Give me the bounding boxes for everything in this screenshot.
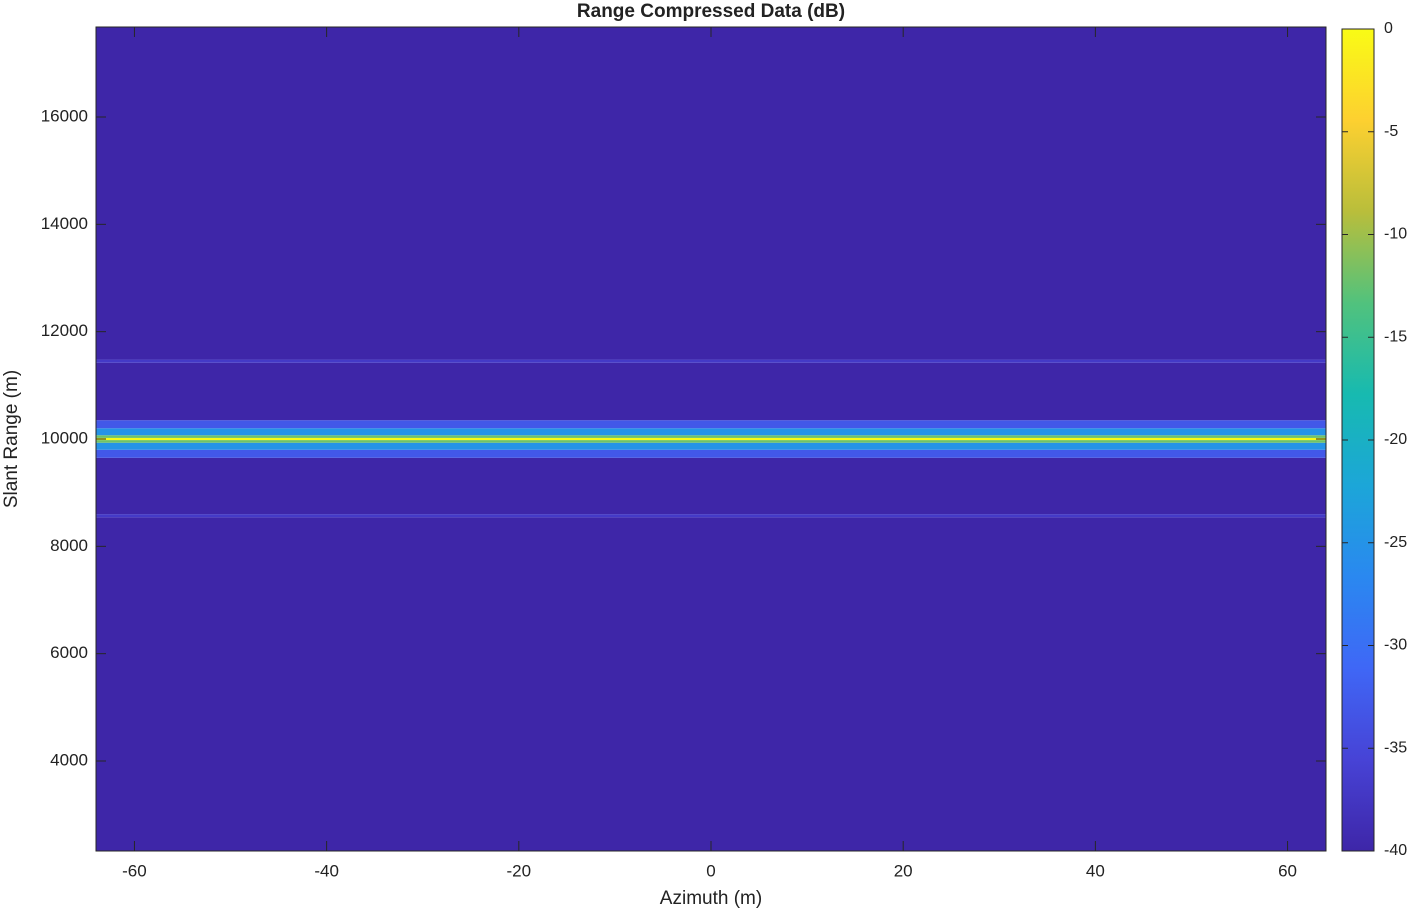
y-tick-label: 8000 — [50, 536, 88, 555]
colorbar-tick-label: -10 — [1384, 226, 1407, 243]
x-axis-label: Azimuth (m) — [660, 888, 762, 909]
y-tick-label: 12000 — [41, 321, 88, 340]
heatmap-band — [96, 437, 1326, 441]
colorbar-tick-label: 0 — [1384, 20, 1393, 37]
heatmap-band — [96, 27, 1326, 360]
colorbar-tick-label: -35 — [1384, 739, 1407, 756]
y-tick-label: 6000 — [50, 643, 88, 662]
x-tick-label: -40 — [314, 861, 339, 880]
y-tick-label: 4000 — [50, 750, 88, 769]
x-tick-label: 60 — [1278, 861, 1297, 880]
colorbar-tick-label: -40 — [1384, 842, 1407, 859]
heatmap-band — [96, 420, 1326, 429]
heatmap-band — [96, 517, 1326, 851]
heatmap-band — [96, 362, 1326, 421]
colorbar-tick-label: -20 — [1384, 431, 1407, 448]
colorbar-tick-label: -30 — [1384, 637, 1407, 654]
x-tick-label: -60 — [122, 861, 147, 880]
heatmap-band — [96, 428, 1326, 436]
heatmap-band — [96, 514, 1326, 518]
colorbar-tick-label: -25 — [1384, 534, 1407, 551]
heatmap-band — [96, 457, 1326, 515]
y-tick-label: 10000 — [41, 428, 88, 447]
heatmap-band — [96, 449, 1326, 458]
y-tick-label: 16000 — [41, 106, 88, 125]
x-tick-label: 0 — [706, 861, 715, 880]
heatmap-band — [96, 442, 1326, 450]
y-tick-label: 14000 — [41, 214, 88, 233]
heatmap-band — [96, 359, 1326, 363]
y-axis-label: Slant Range (m) — [1, 370, 22, 508]
heatmap-band — [96, 440, 1326, 443]
colorbar-tick-label: -15 — [1384, 328, 1407, 345]
x-tick-label: 40 — [1086, 861, 1105, 880]
heatmap-band — [96, 435, 1326, 438]
chart-title: Range Compressed Data (dB) — [577, 1, 845, 22]
colorbar-tick-label: -5 — [1384, 123, 1398, 140]
x-tick-label: 20 — [894, 861, 913, 880]
x-tick-label: -20 — [507, 861, 532, 880]
